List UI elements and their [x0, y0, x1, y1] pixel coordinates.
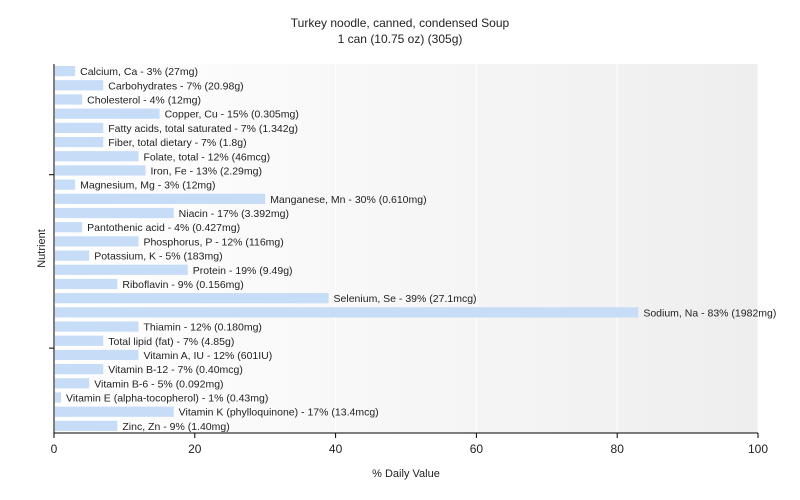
- x-tick-label: 20: [188, 442, 202, 456]
- bar: [55, 307, 639, 318]
- data-label: Cholesterol - 4% (12mg): [87, 94, 201, 106]
- data-label: Total lipid (fat) - 7% (4.85g): [108, 336, 234, 348]
- bar: [55, 349, 139, 361]
- x-tick-label: 60: [470, 442, 484, 456]
- chart-subtitle: 1 can (10.75 oz) (305g): [337, 32, 463, 46]
- data-label: Selenium, Se - 39% (27.1mcg): [334, 293, 477, 305]
- data-label: Riboflavin - 9% (0.156mg): [122, 279, 243, 291]
- bar: [55, 420, 118, 432]
- bar: [55, 80, 104, 91]
- bar: [55, 94, 83, 105]
- bar: [55, 136, 104, 148]
- bar: [55, 250, 90, 261]
- data-label: Magnesium, Mg - 3% (12mg): [80, 180, 215, 192]
- bar: [55, 321, 139, 332]
- data-label: Folate, total - 12% (46mcg): [143, 151, 270, 163]
- data-label: Thiamin - 12% (0.180mg): [143, 322, 261, 334]
- bar: [55, 335, 104, 346]
- x-tick-label: 0: [51, 442, 58, 456]
- bar: [55, 222, 83, 233]
- data-label: Copper, Cu - 15% (0.305mg): [165, 109, 299, 121]
- data-label: Vitamin A, IU - 12% (601IU): [143, 350, 272, 362]
- data-label: Niacin - 17% (3.392mg): [179, 208, 289, 220]
- data-label: Sodium, Na - 83% (1982mg): [643, 307, 776, 319]
- x-tick-label: 40: [329, 442, 343, 456]
- bar: [55, 264, 188, 275]
- data-label: Manganese, Mn - 30% (0.610mg): [270, 194, 426, 206]
- x-tick-label: 80: [611, 442, 625, 456]
- data-label: Fatty acids, total saturated - 7% (1.342…: [108, 123, 298, 135]
- data-label: Carbohydrates - 7% (20.98g): [108, 80, 243, 92]
- plot-area: [54, 64, 758, 433]
- data-label: Protein - 19% (9.49g): [193, 265, 293, 277]
- bar: [55, 122, 104, 133]
- bar: [55, 293, 329, 304]
- data-label: Phosphorus, P - 12% (116mg): [143, 236, 283, 248]
- data-label: Zinc, Zn - 9% (1.40mg): [122, 421, 229, 433]
- bar: [55, 193, 266, 204]
- y-axis-title: Nutrient: [36, 229, 48, 268]
- bar: [55, 236, 139, 247]
- bar: [55, 179, 76, 190]
- chart-title: Turkey noodle, canned, condensed Soup: [290, 16, 510, 30]
- bar: [55, 65, 76, 77]
- bar: [55, 207, 174, 219]
- data-label: Vitamin B-12 - 7% (0.40mcg): [108, 364, 243, 376]
- bar: [55, 392, 62, 403]
- data-label: Vitamin K (phylloquinone) - 17% (13.4mcg…: [179, 407, 379, 419]
- bar: [55, 165, 146, 176]
- data-label: Pantothenic acid - 4% (0.427mg): [87, 222, 240, 234]
- bar: [55, 151, 139, 162]
- bar: [55, 406, 174, 417]
- x-axis-title: % Daily Value: [372, 468, 440, 480]
- data-label: Fiber, total dietary - 7% (1.8g): [108, 137, 246, 149]
- data-label: Potassium, K - 5% (183mg): [94, 251, 222, 263]
- data-label: Vitamin B-6 - 5% (0.092mg): [94, 378, 223, 390]
- bar: [55, 364, 104, 375]
- bar: [55, 278, 118, 290]
- bar: [55, 108, 160, 119]
- x-tick-label: 100: [748, 442, 768, 456]
- data-label: Iron, Fe - 13% (2.29mg): [151, 165, 262, 177]
- bar: [55, 378, 90, 389]
- data-label: Vitamin E (alpha-tocopherol) - 1% (0.43m…: [66, 393, 268, 405]
- data-label: Calcium, Ca - 3% (27mg): [80, 66, 198, 78]
